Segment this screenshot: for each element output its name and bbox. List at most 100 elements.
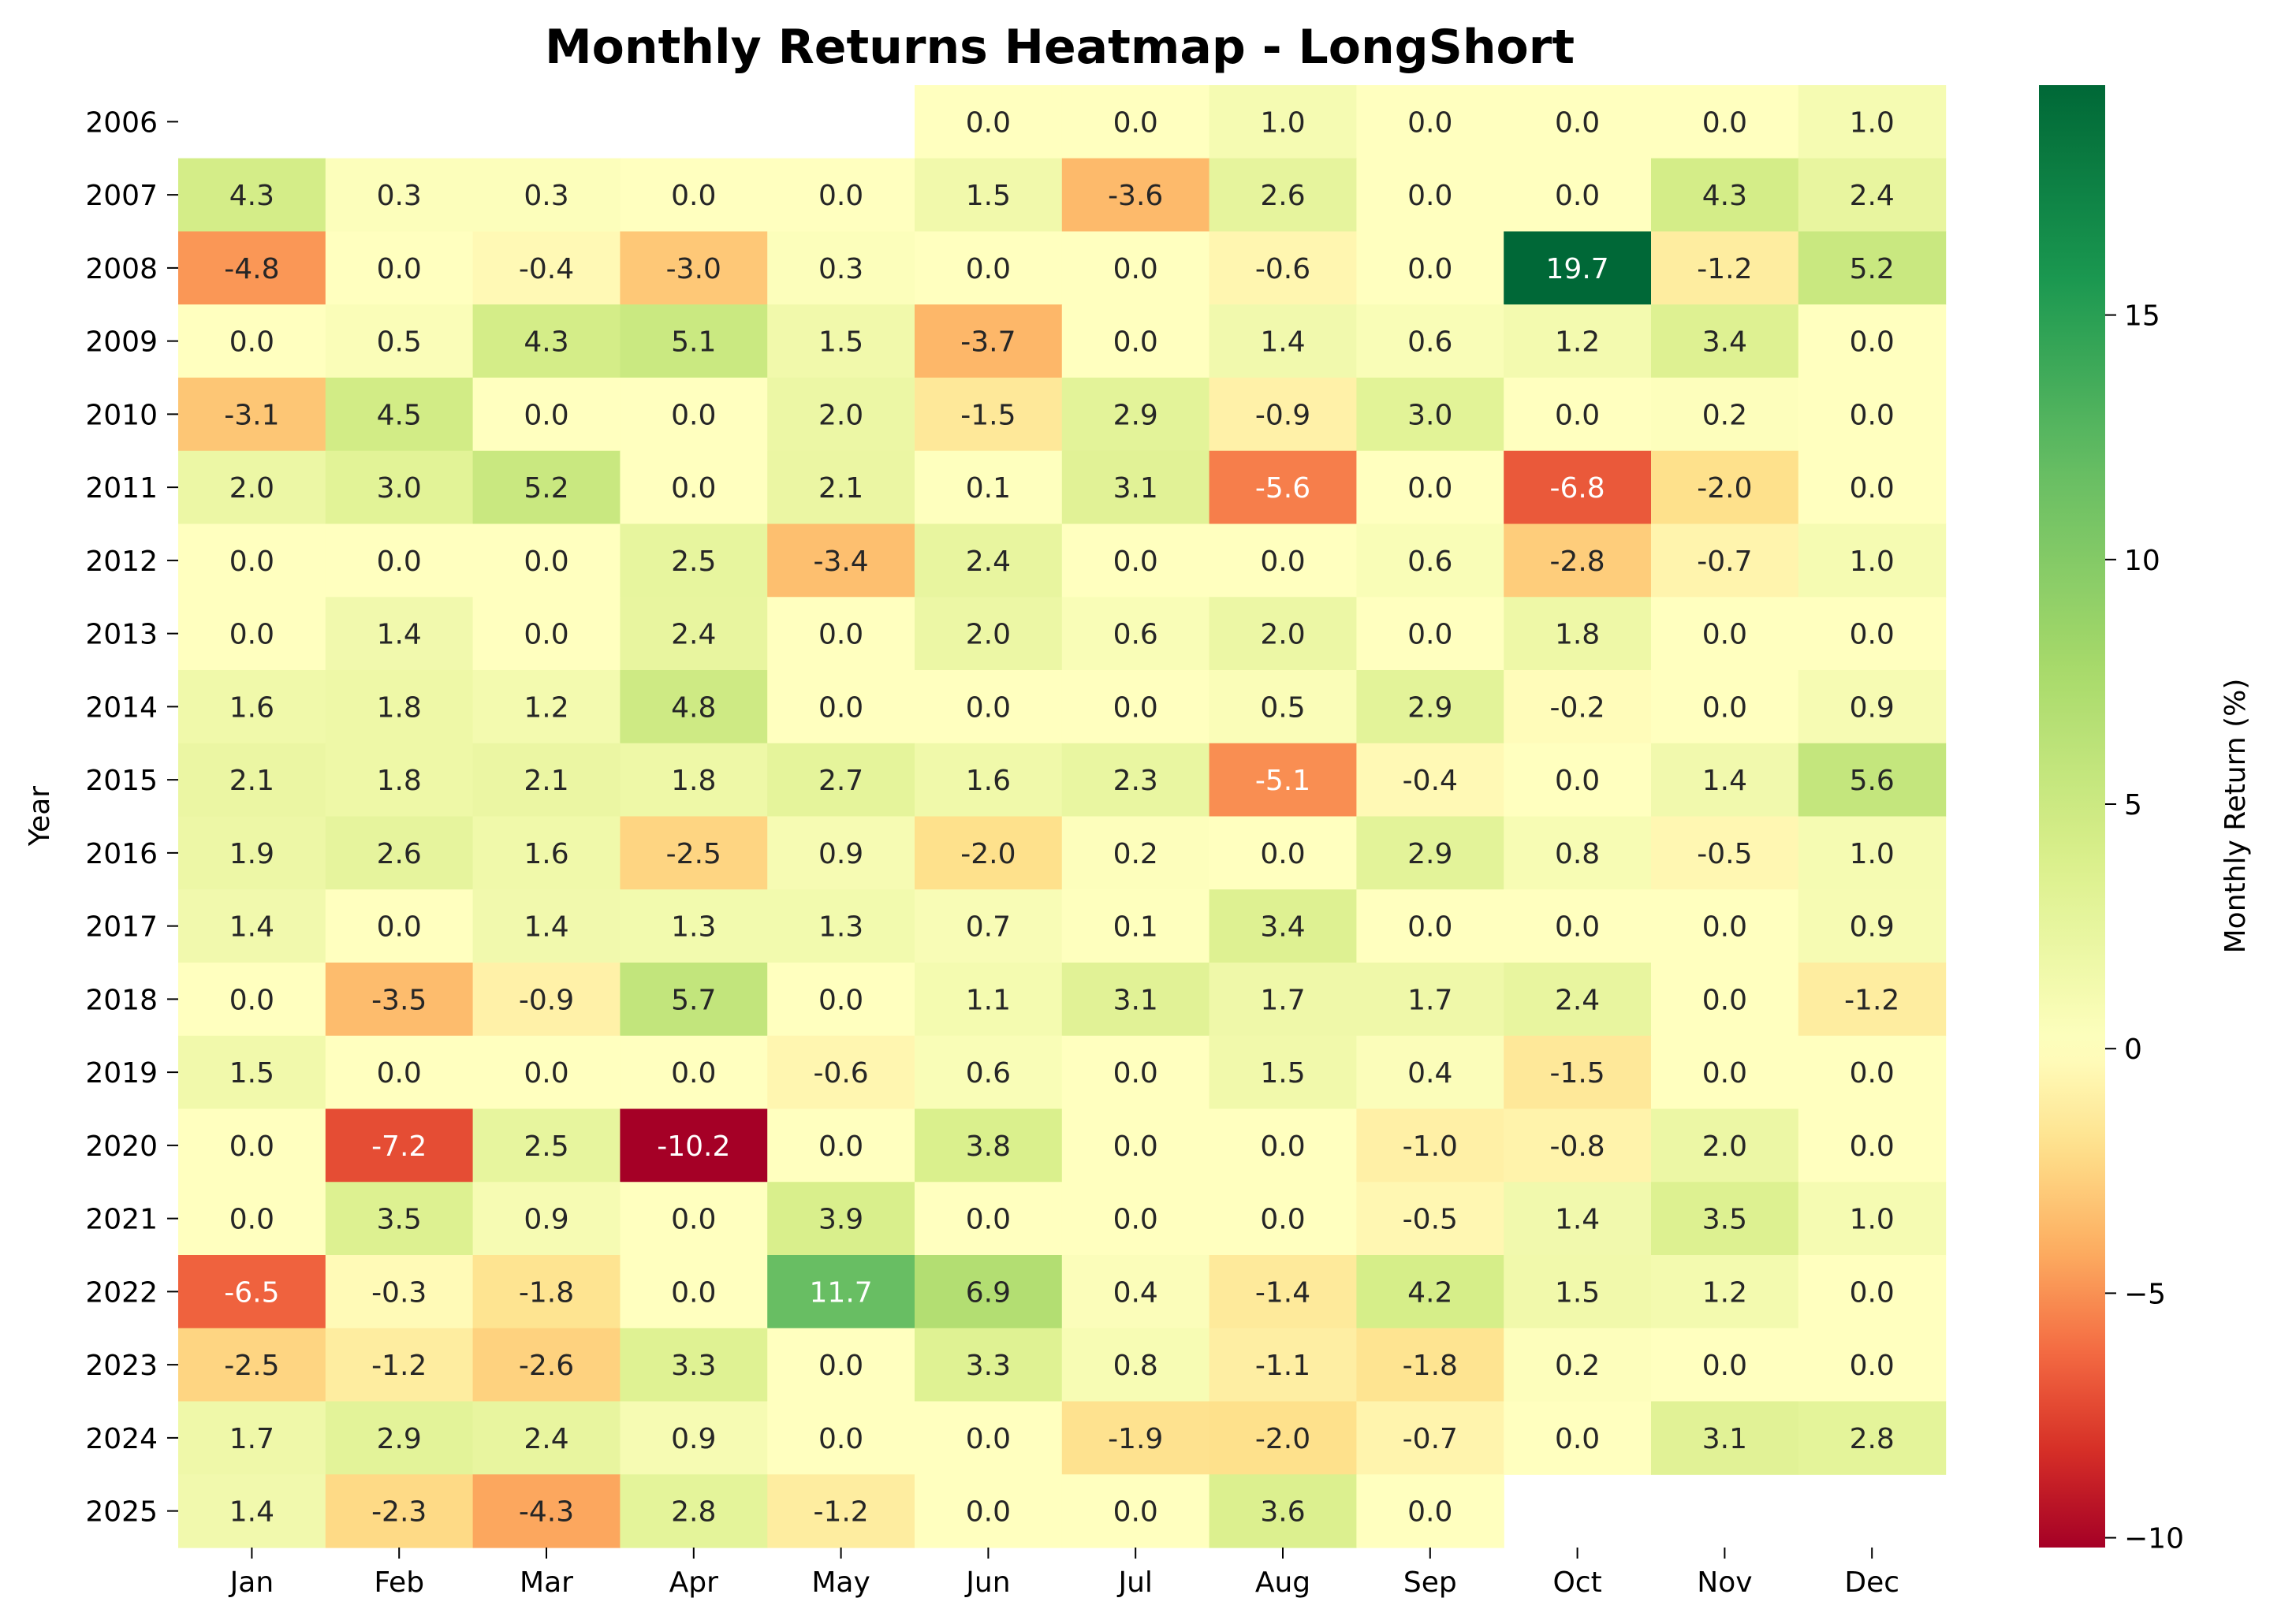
- heatmap-cell: -0.7: [1651, 523, 1799, 598]
- heatmap-cell: 1.4: [472, 889, 621, 963]
- heatmap-cell: 4.5: [325, 378, 474, 452]
- heatmap-cell-label: 3.3: [966, 1350, 1011, 1382]
- heatmap-cell: -6.5: [178, 1255, 326, 1329]
- heatmap-cell-fill: [915, 85, 1063, 159]
- heatmap-cell-fill: [1209, 158, 1357, 233]
- heatmap-cell-fill: [1356, 523, 1504, 598]
- heatmap-cell-label: 0.0: [1702, 619, 1747, 651]
- heatmap-cell-label: 2.0: [966, 619, 1011, 651]
- heatmap-cell-fill: [915, 1474, 1063, 1548]
- heatmap-cell-fill: [620, 1401, 768, 1475]
- heatmap-cell-fill: [325, 889, 474, 963]
- year-tick-label: 2006: [85, 106, 158, 139]
- heatmap-cell: -0.6: [1209, 231, 1357, 305]
- heatmap-cell: 1.6: [178, 670, 326, 744]
- month-tick-label: Oct: [1552, 1566, 1601, 1599]
- heatmap-cell: 2.4: [915, 523, 1063, 598]
- heatmap-cell: 0.4: [1061, 1255, 1210, 1329]
- heatmap-cell: -1.2: [1651, 231, 1799, 305]
- heatmap-cell-fill: [1651, 1182, 1799, 1256]
- heatmap-cell-label: 0.0: [524, 619, 568, 651]
- heatmap-cell: 1.6: [472, 816, 621, 890]
- heatmap-cell: 0.0: [178, 1182, 326, 1256]
- heatmap-cell-fill: [1798, 1255, 1947, 1329]
- heatmap-cell-label: 0.9: [818, 838, 863, 870]
- heatmap-cell-label: -0.7: [1403, 1423, 1458, 1455]
- year-tick-label: 2024: [85, 1423, 158, 1455]
- heatmap-cell: -0.6: [767, 1035, 915, 1110]
- heatmap-cell-fill: [620, 743, 768, 818]
- heatmap-cell-fill: [178, 597, 326, 671]
- heatmap-cell: 2.0: [767, 378, 915, 452]
- heatmap-cell-fill: [1798, 670, 1947, 744]
- heatmap-cell: -1.9: [1061, 1401, 1210, 1475]
- heatmap-cell-label: 0.2: [1555, 1350, 1600, 1382]
- heatmap-cell-fill: [620, 523, 768, 598]
- heatmap-cell: 2.8: [1798, 1401, 1947, 1475]
- heatmap-cell-fill: [325, 743, 474, 818]
- heatmap-cell-label: 2.9: [1407, 838, 1452, 870]
- heatmap-cell-label: 0.0: [671, 399, 716, 431]
- heatmap-cell-fill: [1356, 597, 1504, 671]
- heatmap-cell: 0.0: [1061, 231, 1210, 305]
- heatmap-cell-fill: [767, 743, 915, 818]
- heatmap-cell-fill: [1651, 670, 1799, 744]
- colorbar: 15 10 5 0 −5 −10: [2039, 85, 2184, 1555]
- heatmap-cell-fill: [1356, 889, 1504, 963]
- heatmap-cell-fill: [620, 1182, 768, 1256]
- heatmap-cell-fill: [620, 1255, 768, 1329]
- heatmap-cell: -1.1: [1209, 1328, 1357, 1402]
- heatmap-cell-label: -4.3: [519, 1496, 574, 1529]
- heatmap-cell: 0.4: [1356, 1035, 1504, 1110]
- heatmap-cell: 1.4: [1209, 304, 1357, 378]
- heatmap-cell-label: 5.6: [1850, 765, 1895, 797]
- heatmap-cell: 0.0: [1651, 670, 1799, 744]
- heatmap-cell-label: -3.4: [813, 546, 868, 578]
- heatmap-cell-label: 0.0: [818, 180, 863, 212]
- month-tick-label: Apr: [669, 1566, 718, 1599]
- colorbar-tick-label: 5: [2124, 789, 2142, 821]
- heatmap-cell-fill: [1061, 889, 1210, 963]
- heatmap-cell-fill: [1504, 889, 1652, 963]
- heatmap-cell-label: 3.0: [1407, 399, 1452, 431]
- heatmap-cell-label: 2.0: [1260, 619, 1305, 651]
- heatmap-cell-label: 0.0: [1555, 911, 1600, 944]
- heatmap-cell-fill: [767, 670, 915, 744]
- heatmap-cell-label: 1.4: [229, 911, 274, 944]
- heatmap-cell: 2.1: [767, 450, 915, 525]
- heatmap-cell-fill: [1798, 378, 1947, 452]
- heatmap-cell: 2.4: [1798, 158, 1947, 233]
- heatmap-cell-fill: [1209, 743, 1357, 818]
- heatmap-cell: 4.2: [1356, 1255, 1504, 1329]
- heatmap-cell: 0.0: [1651, 85, 1799, 159]
- heatmap-cell-label: 2.5: [524, 1130, 568, 1163]
- heatmap-cell-label: 5.2: [524, 472, 568, 505]
- heatmap-cell-fill: [325, 523, 474, 598]
- heatmap-cell-label: 1.4: [377, 619, 422, 651]
- heatmap-cell-label: 0.0: [1260, 1130, 1305, 1163]
- year-tick-label: 2018: [85, 984, 158, 1016]
- heatmap-cell: -0.7: [1356, 1401, 1504, 1475]
- heatmap-cell: 1.4: [178, 1474, 326, 1548]
- heatmap-cell: -3.1: [178, 378, 326, 452]
- heatmap-cell: -1.5: [915, 378, 1063, 452]
- heatmap-cell: -2.0: [915, 816, 1063, 890]
- heatmap-cell-fill: [620, 1108, 768, 1183]
- heatmap-cell-label: 6.9: [966, 1276, 1011, 1309]
- heatmap-cell-fill: [1651, 1035, 1799, 1110]
- heatmap-cell-label: 0.0: [818, 1423, 863, 1455]
- heatmap-cell-fill: [767, 1182, 915, 1256]
- heatmap-cell: 0.0: [178, 304, 326, 378]
- heatmap-cell: 0.3: [472, 158, 621, 233]
- heatmap-cell-label: 5.1: [671, 326, 716, 359]
- heatmap-cell-label: 1.2: [1555, 326, 1600, 359]
- heatmap-cell-fill: [1061, 1182, 1210, 1256]
- heatmap-cell-fill: [1651, 85, 1799, 159]
- heatmap-cell-fill: [1798, 816, 1947, 890]
- heatmap-cell-label: 0.0: [818, 984, 863, 1016]
- heatmap-cell: 3.4: [1651, 304, 1799, 378]
- heatmap-cell: -1.8: [472, 1255, 621, 1329]
- heatmap-cell-label: -3.5: [371, 984, 427, 1016]
- heatmap-cell: 0.5: [325, 304, 474, 378]
- heatmap-cell: 0.0: [325, 889, 474, 963]
